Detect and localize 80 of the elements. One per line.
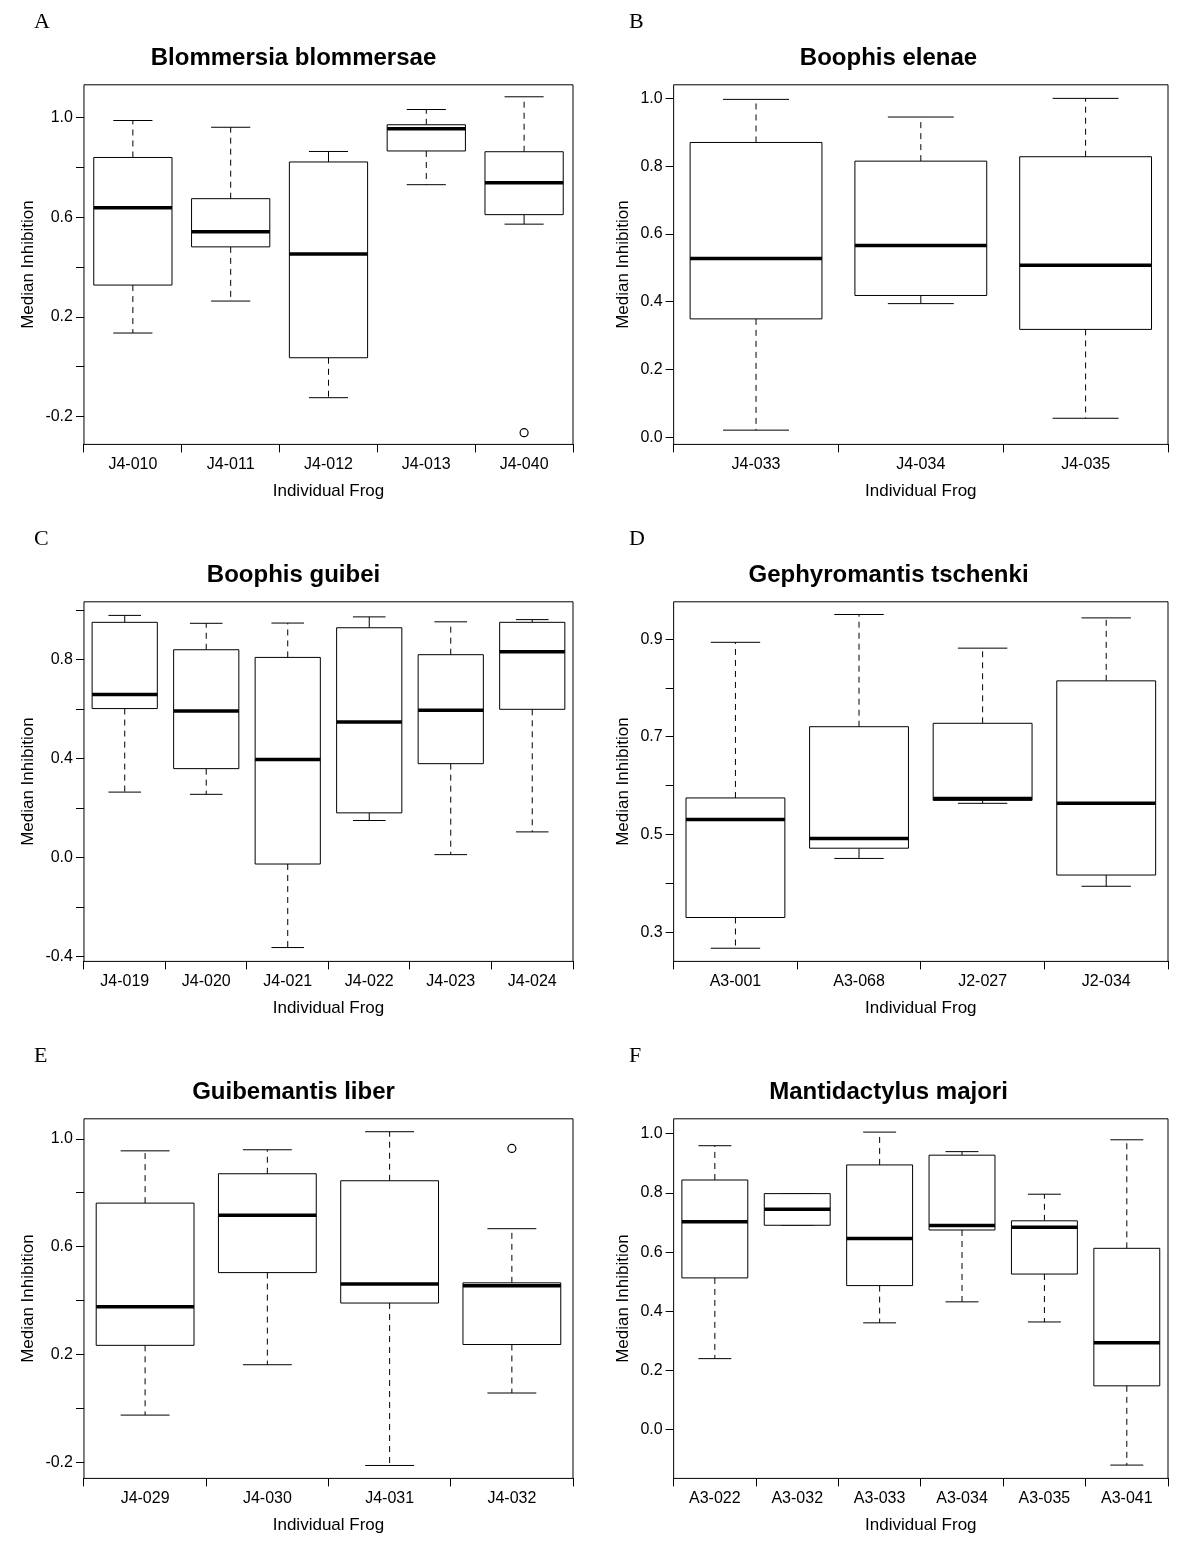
x-tick-label: J4-019 [100, 972, 150, 990]
x-tick-label: A3-041 [1101, 1489, 1153, 1507]
chart-title: Blommersia blommersae [150, 43, 437, 71]
x-tick-label: J4-031 [365, 1489, 415, 1507]
x-tick-label: J4-022 [344, 972, 394, 990]
x-axis-title: Individual Frog [865, 998, 977, 1018]
x-tick-label: J4-029 [120, 1489, 170, 1507]
y-tick-label: 1.0 [640, 1124, 663, 1142]
x-tick-label: A3-032 [771, 1489, 824, 1507]
x-tick-label: J4-024 [507, 972, 557, 990]
y-tick-label: 0.6 [50, 207, 74, 225]
x-axis-title: Individual Frog [272, 1515, 385, 1535]
x-tick-label: J4-033 [731, 455, 781, 473]
x-tick-label: J2-034 [1081, 972, 1131, 990]
x-tick-label: J4-032 [487, 1489, 537, 1507]
y-tick-label: -0.4 [45, 946, 74, 964]
y-tick-label: 0.8 [50, 650, 74, 668]
y-tick-label: 0.3 [640, 922, 663, 940]
x-tick-label: A3-001 [709, 972, 762, 990]
y-tick-label: 0.6 [640, 224, 663, 242]
y-axis-title: Median Inhibition [612, 1234, 632, 1363]
text: E [34, 1042, 48, 1068]
x-axis-title: Individual Frog [865, 1515, 977, 1535]
y-tick-label: 0.0 [50, 848, 74, 865]
y-axis-title: Median Inhibition [17, 200, 37, 329]
y-tick-label: 0.6 [50, 1237, 74, 1255]
text: C [34, 525, 49, 551]
x-tick-label: A3-035 [1018, 1489, 1071, 1507]
chart-title: Mantidactylus majori [769, 1077, 1008, 1105]
y-tick-label: -0.2 [45, 407, 74, 425]
chart-title: Boophis guibei [206, 560, 381, 588]
y-tick-label: 1.0 [640, 88, 663, 106]
y-tick-label: 0.0 [640, 428, 663, 446]
y-tick-label: 0.6 [640, 1242, 663, 1260]
x-tick-label: A3-068 [833, 972, 885, 990]
y-tick-label: 0.2 [640, 360, 663, 378]
x-tick-label: J4-020 [181, 972, 231, 990]
y-tick-label: 1.0 [50, 1129, 74, 1147]
y-tick-label: 0.4 [640, 1301, 663, 1319]
text: F [629, 1042, 642, 1068]
text: B [629, 8, 644, 34]
x-tick-label: J2-027 [958, 972, 1008, 990]
x-tick-label: A3-022 [689, 1489, 741, 1507]
chart-title: Guibemantis liber [192, 1077, 395, 1105]
x-tick-label: J4-010 [108, 455, 158, 473]
chart-title: Boophis elenae [799, 43, 978, 71]
y-tick-label: 0.9 [640, 629, 663, 647]
x-tick-label: J4-013 [401, 455, 451, 473]
x-tick-label: J4-011 [206, 455, 255, 473]
text: D [629, 525, 645, 551]
x-axis-title: Individual Frog [272, 481, 385, 501]
x-tick-label: J4-021 [263, 972, 313, 990]
x-tick-label: A3-033 [853, 1489, 906, 1507]
x-tick-label: J4-035 [1061, 455, 1111, 473]
x-tick-label: J4-030 [242, 1489, 292, 1507]
text: A [34, 8, 50, 34]
y-tick-label: 1.0 [50, 107, 74, 125]
y-tick-label: -0.2 [45, 1452, 74, 1470]
x-tick-label: J4-040 [499, 455, 549, 473]
y-tick-label: 0.8 [640, 156, 663, 174]
chart-title: Gephyromantis tschenki [748, 560, 1029, 588]
x-tick-label: A3-034 [936, 1489, 988, 1507]
y-tick-label: 0.4 [50, 749, 74, 767]
x-tick-label: J4-034 [896, 455, 946, 473]
x-axis-title: Individual Frog [865, 481, 977, 501]
y-tick-label: 0.2 [50, 1344, 74, 1362]
y-tick-label: 0.7 [640, 727, 663, 745]
y-axis-title: Median Inhibition [17, 1234, 37, 1363]
y-tick-label: 0.5 [640, 824, 663, 842]
y-tick-label: 0.2 [640, 1360, 663, 1378]
x-tick-label: J4-012 [304, 455, 354, 473]
x-axis-title: Individual Frog [272, 998, 385, 1018]
y-tick-label: 0.2 [50, 307, 74, 325]
y-tick-label: 0.0 [640, 1420, 663, 1438]
x-tick-label: J4-023 [426, 972, 476, 990]
y-axis-title: Median Inhibition [612, 200, 632, 329]
y-tick-label: 0.4 [640, 292, 663, 310]
y-tick-label: 0.8 [640, 1183, 663, 1201]
y-axis-title: Median Inhibition [17, 717, 37, 846]
y-axis-title: Median Inhibition [612, 717, 632, 846]
